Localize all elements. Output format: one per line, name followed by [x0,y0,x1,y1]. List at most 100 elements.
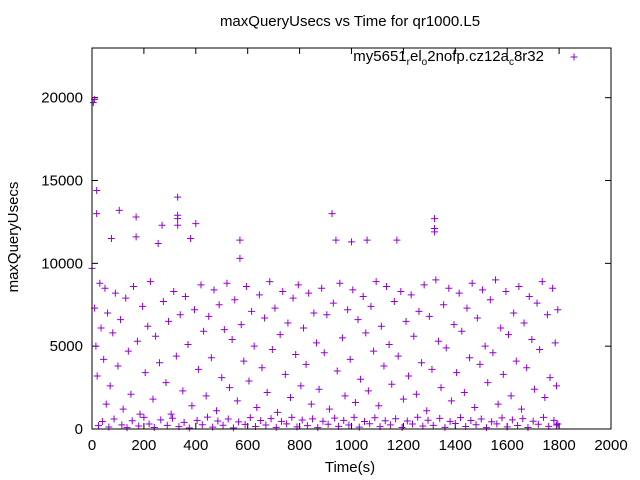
data-point [333,367,341,375]
data-point [299,324,307,332]
legend-label-part: c [509,57,514,68]
data-point [257,417,265,425]
data-point [429,421,437,429]
data-point [493,420,501,428]
data-point [315,385,323,393]
data-point [318,284,326,292]
data-point [364,387,372,395]
data-point [349,286,357,294]
data-point [209,423,217,431]
x-tick-label: 1000 [335,437,368,454]
data-point [133,337,141,345]
data-point [92,342,100,350]
data-point [110,415,118,423]
data-point [312,339,320,347]
data-point [458,327,466,335]
x-tick-label: 1800 [542,437,575,454]
data-point [241,420,249,428]
data-point [250,342,258,350]
data-point [468,279,476,287]
data-point [274,408,282,416]
data-point [101,284,109,292]
data-point [492,276,500,284]
data-point [180,418,188,426]
data-point [202,392,210,400]
data-point [476,360,484,368]
data-point [371,414,379,422]
data-point [344,306,352,314]
x-axis-label: Time(s) [325,459,375,476]
data-point [520,319,528,327]
data-point [482,424,490,432]
data-point [390,297,398,305]
data-point [165,317,173,325]
data-point [215,301,223,309]
data-point [354,316,362,324]
data-point [163,421,171,429]
data-point [453,369,461,377]
data-point [432,276,440,284]
data-point [515,283,523,291]
data-point [510,309,518,317]
data-point [223,279,231,287]
data-point [546,374,554,382]
data-point [262,421,270,429]
legend-label-part: 2nofp.cz12a [427,48,509,65]
data-point [281,370,289,378]
data-point [405,372,413,380]
data-point [124,347,132,355]
data-point [359,292,367,300]
data-points [88,95,562,432]
data-point [253,403,261,411]
data-point [96,279,104,287]
data-point [481,342,489,350]
data-point [442,344,450,352]
data-point [471,403,479,411]
data-point [287,394,295,402]
data-point [229,424,237,432]
x-tick-label: 1600 [491,437,524,454]
data-point [533,299,541,307]
y-tick-label: 15000 [41,173,83,190]
data-point [102,400,110,408]
data-point [192,220,200,228]
data-point [336,279,344,287]
data-point [355,423,363,431]
data-point [127,390,135,398]
data-point [549,284,557,292]
y-tick-label: 10000 [41,255,83,272]
data-point [119,405,127,413]
data-point [283,420,291,428]
data-point [538,278,546,286]
data-point [328,210,336,218]
data-point [415,307,423,315]
data-point [276,331,284,339]
data-point [152,332,160,340]
data-point [149,395,157,403]
data-point [536,345,544,353]
data-point [233,397,241,405]
data-point [246,414,254,422]
data-point [93,372,101,380]
x-tick-label: 1400 [439,437,472,454]
y-tick-label: 0 [75,421,83,438]
data-point [497,324,505,332]
data-point [524,424,532,432]
data-point [89,99,97,107]
data-point [226,384,234,392]
data-point [525,292,533,300]
legend-label-part: r [407,57,411,68]
data-point [397,288,405,296]
data-point [297,382,305,390]
data-point [455,289,463,297]
data-point [508,416,516,424]
data-point [466,354,474,362]
data-point [162,379,170,387]
y-tick-label: 20000 [41,90,83,107]
data-point [298,416,306,424]
data-point [146,278,154,286]
data-point [514,422,522,430]
data-point [303,422,311,430]
data-point [167,410,175,418]
